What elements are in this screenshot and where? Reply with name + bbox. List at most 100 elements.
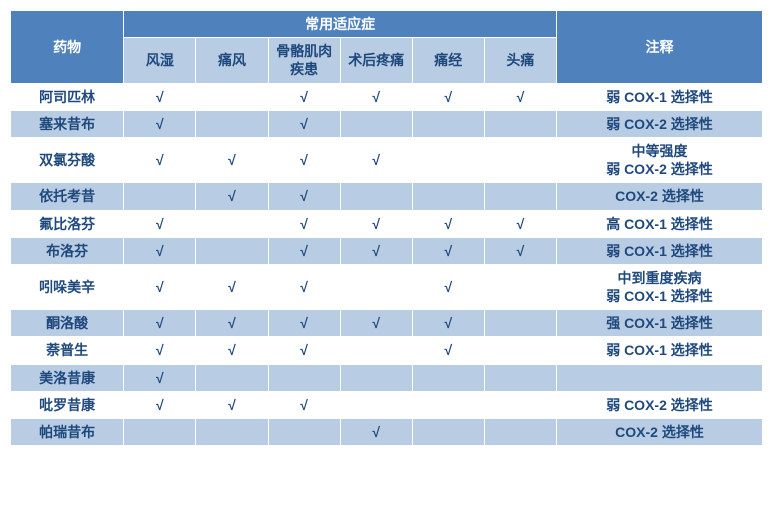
indication-cell bbox=[484, 110, 556, 137]
indication-cell bbox=[412, 391, 484, 418]
indication-cell bbox=[196, 83, 268, 110]
note-cell: 弱 COX-2 选择性 bbox=[556, 110, 762, 137]
indication-cell bbox=[268, 419, 340, 446]
table-row: 吲哚美辛√√√√中到重度疾病弱 COX-1 选择性 bbox=[11, 264, 763, 309]
note-cell: 中到重度疾病弱 COX-1 选择性 bbox=[556, 264, 762, 309]
indication-cell: √ bbox=[340, 237, 412, 264]
note-cell: 高 COX-1 选择性 bbox=[556, 210, 762, 237]
drug-name-cell: 吡罗昔康 bbox=[11, 391, 124, 418]
indication-cell: √ bbox=[340, 419, 412, 446]
indication-cell bbox=[484, 337, 556, 364]
drug-name-cell: 阿司匹林 bbox=[11, 83, 124, 110]
indication-cell bbox=[340, 110, 412, 137]
indication-cell bbox=[412, 183, 484, 210]
indication-cell bbox=[412, 137, 484, 182]
indication-cell: √ bbox=[124, 264, 196, 309]
indication-cell bbox=[124, 419, 196, 446]
note-cell: 弱 COX-2 选择性 bbox=[556, 391, 762, 418]
indication-cell: √ bbox=[340, 83, 412, 110]
ind-header-3: 术后疼痛 bbox=[340, 38, 412, 83]
indication-cell bbox=[124, 183, 196, 210]
indication-cell: √ bbox=[124, 110, 196, 137]
indication-cell: √ bbox=[196, 264, 268, 309]
table-row: 阿司匹林√√√√√弱 COX-1 选择性 bbox=[11, 83, 763, 110]
indication-cell: √ bbox=[268, 310, 340, 337]
indication-cell bbox=[340, 337, 412, 364]
indication-cell bbox=[268, 364, 340, 391]
table-row: 美洛昔康√ bbox=[11, 364, 763, 391]
ind-header-5: 头痛 bbox=[484, 38, 556, 83]
note-cell: 中等强度弱 COX-2 选择性 bbox=[556, 137, 762, 182]
table-row: 塞来昔布√√弱 COX-2 选择性 bbox=[11, 110, 763, 137]
indication-cell bbox=[340, 391, 412, 418]
indication-cell: √ bbox=[412, 210, 484, 237]
drug-name-cell: 依托考昔 bbox=[11, 183, 124, 210]
indication-cell bbox=[484, 264, 556, 309]
ind-header-1: 痛风 bbox=[196, 38, 268, 83]
indication-cell: √ bbox=[340, 310, 412, 337]
indication-cell: √ bbox=[484, 237, 556, 264]
indication-cell: √ bbox=[124, 137, 196, 182]
indication-cell bbox=[412, 110, 484, 137]
indication-cell: √ bbox=[124, 210, 196, 237]
ind-header-4: 痛经 bbox=[412, 38, 484, 83]
table-row: 吡罗昔康√√√弱 COX-2 选择性 bbox=[11, 391, 763, 418]
drug-name-cell: 酮洛酸 bbox=[11, 310, 124, 337]
indication-cell: √ bbox=[196, 337, 268, 364]
indication-cell bbox=[196, 419, 268, 446]
col-drug-header: 药物 bbox=[11, 11, 124, 84]
indication-cell: √ bbox=[124, 391, 196, 418]
table-row: 依托考昔 √√ COX-2 选择性 bbox=[11, 183, 763, 210]
indication-cell bbox=[484, 183, 556, 210]
table-row: 双氯芬酸√√√√中等强度弱 COX-2 选择性 bbox=[11, 137, 763, 182]
indication-cell bbox=[340, 364, 412, 391]
ind-header-2: 骨骼肌肉疾患 bbox=[268, 38, 340, 83]
note-cell: 弱 COX-1 选择性 bbox=[556, 237, 762, 264]
indication-cell: √ bbox=[340, 137, 412, 182]
drug-name-cell: 氟比洛芬 bbox=[11, 210, 124, 237]
indication-cell: √ bbox=[268, 337, 340, 364]
indication-cell bbox=[412, 364, 484, 391]
indication-cell: √ bbox=[268, 137, 340, 182]
indication-cell bbox=[340, 264, 412, 309]
indication-cell bbox=[484, 137, 556, 182]
indication-cell bbox=[484, 391, 556, 418]
indication-cell: √ bbox=[268, 210, 340, 237]
note-cell: 强 COX-1 选择性 bbox=[556, 310, 762, 337]
table-row: 酮洛酸√√√√√强 COX-1 选择性 bbox=[11, 310, 763, 337]
indication-cell: √ bbox=[196, 391, 268, 418]
table-row: 萘普生√√√√弱 COX-1 选择性 bbox=[11, 337, 763, 364]
indication-cell: √ bbox=[268, 264, 340, 309]
indication-cell: √ bbox=[340, 210, 412, 237]
indication-cell: √ bbox=[124, 83, 196, 110]
indication-cell: √ bbox=[484, 210, 556, 237]
note-cell: COX-2 选择性 bbox=[556, 183, 762, 210]
indication-cell bbox=[484, 419, 556, 446]
indication-cell: √ bbox=[484, 83, 556, 110]
indication-cell bbox=[484, 310, 556, 337]
indication-cell bbox=[340, 183, 412, 210]
indication-cell: √ bbox=[196, 183, 268, 210]
indication-cell bbox=[412, 419, 484, 446]
indication-cell: √ bbox=[196, 137, 268, 182]
indication-cell bbox=[196, 237, 268, 264]
indication-cell: √ bbox=[412, 310, 484, 337]
indication-cell: √ bbox=[196, 310, 268, 337]
indication-cell: √ bbox=[124, 364, 196, 391]
drug-name-cell: 吲哚美辛 bbox=[11, 264, 124, 309]
drug-name-cell: 布洛芬 bbox=[11, 237, 124, 264]
indication-cell: √ bbox=[412, 264, 484, 309]
table-row: 布洛芬√√√√√弱 COX-1 选择性 bbox=[11, 237, 763, 264]
indication-cell: √ bbox=[268, 237, 340, 264]
indication-cell: √ bbox=[268, 183, 340, 210]
indication-cell: √ bbox=[124, 337, 196, 364]
drug-name-cell: 塞来昔布 bbox=[11, 110, 124, 137]
note-cell bbox=[556, 364, 762, 391]
drug-name-cell: 美洛昔康 bbox=[11, 364, 124, 391]
drug-name-cell: 帕瑞昔布 bbox=[11, 419, 124, 446]
note-cell: COX-2 选择性 bbox=[556, 419, 762, 446]
drug-name-cell: 萘普生 bbox=[11, 337, 124, 364]
ind-header-0: 风湿 bbox=[124, 38, 196, 83]
indication-cell: √ bbox=[268, 83, 340, 110]
table-row: 氟比洛芬√√√√√高 COX-1 选择性 bbox=[11, 210, 763, 237]
